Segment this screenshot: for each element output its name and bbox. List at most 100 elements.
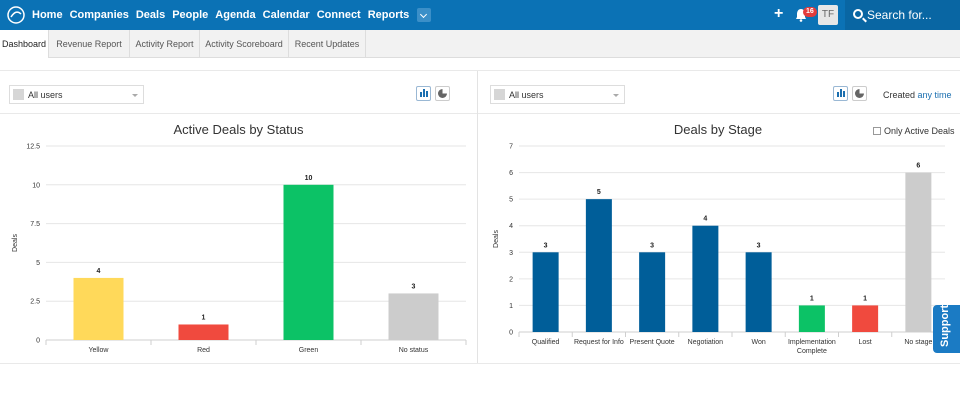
x-tick-label: Yellow [89, 347, 110, 354]
user-icon [13, 89, 24, 100]
nav-home[interactable]: Home [32, 9, 63, 21]
nav-calendar[interactable]: Calendar [262, 9, 310, 21]
data-label: 4 [97, 268, 101, 275]
x-tick-label: Green [299, 347, 319, 354]
nav-links: Home Companies Deals People Agenda Calen… [32, 0, 432, 30]
nav-reports[interactable]: Reports [367, 9, 410, 21]
y-tick-label: 10 [32, 182, 40, 189]
bar-chart-toggle-icon[interactable] [416, 86, 431, 101]
panel-top-border [0, 70, 960, 71]
bar-red [178, 324, 229, 340]
y-tick-label: 12.5 [26, 144, 40, 151]
right-user-filter-value: All users [509, 90, 544, 100]
user-avatar[interactable]: TF [818, 5, 838, 25]
more-menu-chevron-icon[interactable] [417, 8, 432, 22]
data-label: 1 [810, 295, 814, 302]
add-plus-icon[interactable]: + [774, 5, 784, 22]
tab-revenue-report[interactable]: Revenue Report [49, 30, 130, 58]
data-label: 5 [597, 189, 601, 196]
created-filter: Created any time [883, 90, 952, 100]
active-deals-by-status-chart: 0 2.5 5 7.5 10 12.5 Deals 4 Yellow 1 Red 10 Green 3 No… [12, 144, 467, 354]
y-tick-label: 5 [36, 260, 40, 267]
bar-green [283, 184, 334, 340]
data-label: 6 [916, 163, 920, 170]
bar-won [745, 252, 772, 332]
panel-divider [477, 71, 478, 363]
bar-yellow [73, 277, 124, 340]
notification-badge: 16 [803, 7, 817, 17]
chevron-down-icon [613, 94, 619, 97]
only-active-checkbox[interactable] [873, 127, 881, 135]
data-label: 3 [650, 242, 654, 249]
bar-no-stage [905, 172, 932, 332]
x-tick-label: Lost [859, 339, 872, 346]
bar-lost [852, 305, 879, 332]
x-tick-label: Complete [797, 348, 827, 355]
y-tick-label: 1 [509, 303, 513, 310]
created-label: Created [883, 90, 916, 100]
top-navigation: Home Companies Deals People Agenda Calen… [0, 0, 960, 30]
left-user-filter-select[interactable]: All users [9, 85, 144, 104]
only-active-label: Only Active Deals [884, 126, 955, 136]
bar-no-status [388, 293, 439, 340]
y-axis-label: Deals [493, 230, 500, 248]
support-label: Support [939, 304, 951, 347]
x-tick-label: Red [197, 347, 210, 354]
x-tick-label: Negotiation [688, 339, 724, 346]
data-label: 3 [757, 242, 761, 249]
search-icon [853, 9, 863, 19]
right-user-filter-select[interactable]: All users [490, 85, 625, 104]
nav-people[interactable]: People [172, 9, 209, 21]
panel-bottom-border [0, 363, 960, 364]
x-tick-label: No status [399, 347, 429, 354]
bar-request-for-info [585, 199, 612, 332]
left-user-filter-value: All users [28, 90, 63, 100]
support-button[interactable]: Support [933, 305, 960, 353]
nav-connect[interactable]: Connect [316, 9, 361, 21]
y-tick-label: 7.5 [30, 221, 40, 228]
data-label: 3 [412, 283, 416, 290]
x-tick-label: No stage [904, 339, 932, 346]
logo-icon[interactable] [6, 5, 26, 25]
bar-qualified [532, 252, 559, 332]
x-tick-label: Implementation [788, 339, 836, 346]
tab-activity-scoreboard[interactable]: Activity Scoreboard [200, 30, 289, 58]
bar-chart-toggle-icon[interactable] [833, 86, 848, 101]
chart-title-status: Active Deals by Status [173, 122, 304, 137]
report-tabs: Dashboard Revenue Report Activity Report… [0, 30, 960, 58]
data-label: 1 [863, 295, 867, 302]
y-tick-label: 6 [509, 170, 513, 177]
nav-companies[interactable]: Companies [69, 9, 129, 21]
x-tick-label: Request for Info [574, 339, 624, 346]
pie-chart-toggle-icon[interactable] [435, 86, 450, 101]
tab-dashboard[interactable]: Dashboard [0, 30, 49, 58]
y-tick-label: 7 [509, 144, 513, 151]
y-tick-label: 0 [36, 338, 40, 345]
y-tick-label: 3 [509, 250, 513, 257]
y-tick-label: 4 [509, 223, 513, 230]
nav-deals[interactable]: Deals [135, 9, 166, 21]
tab-activity-report[interactable]: Activity Report [130, 30, 200, 58]
y-axis-label: Deals [12, 234, 19, 252]
tab-recent-updates[interactable]: Recent Updates [289, 30, 366, 58]
chart-title-stage: Deals by Stage [673, 122, 763, 137]
pie-chart-toggle-icon[interactable] [852, 86, 867, 101]
only-active-deals-toggle[interactable]: Only Active Deals [873, 126, 955, 136]
user-icon [494, 89, 505, 100]
nav-agenda[interactable]: Agenda [215, 9, 256, 21]
search-box[interactable]: Search for... [845, 0, 960, 30]
y-tick-label: 5 [509, 197, 513, 204]
y-tick-label: 0 [509, 330, 513, 337]
data-label: 4 [703, 216, 707, 223]
search-input[interactable]: Search for... [867, 8, 932, 22]
y-tick-label: 2.5 [30, 299, 40, 306]
y-tick-label: 2 [509, 276, 513, 283]
panel-header-border [0, 113, 960, 114]
x-tick-label: Won [751, 339, 765, 346]
data-label: 1 [202, 314, 206, 321]
created-range-link[interactable]: any time [917, 90, 952, 100]
bar-implementation-complete [798, 305, 825, 332]
x-tick-label: Present Quote [630, 339, 675, 346]
x-tick-label: Qualified [532, 339, 560, 346]
